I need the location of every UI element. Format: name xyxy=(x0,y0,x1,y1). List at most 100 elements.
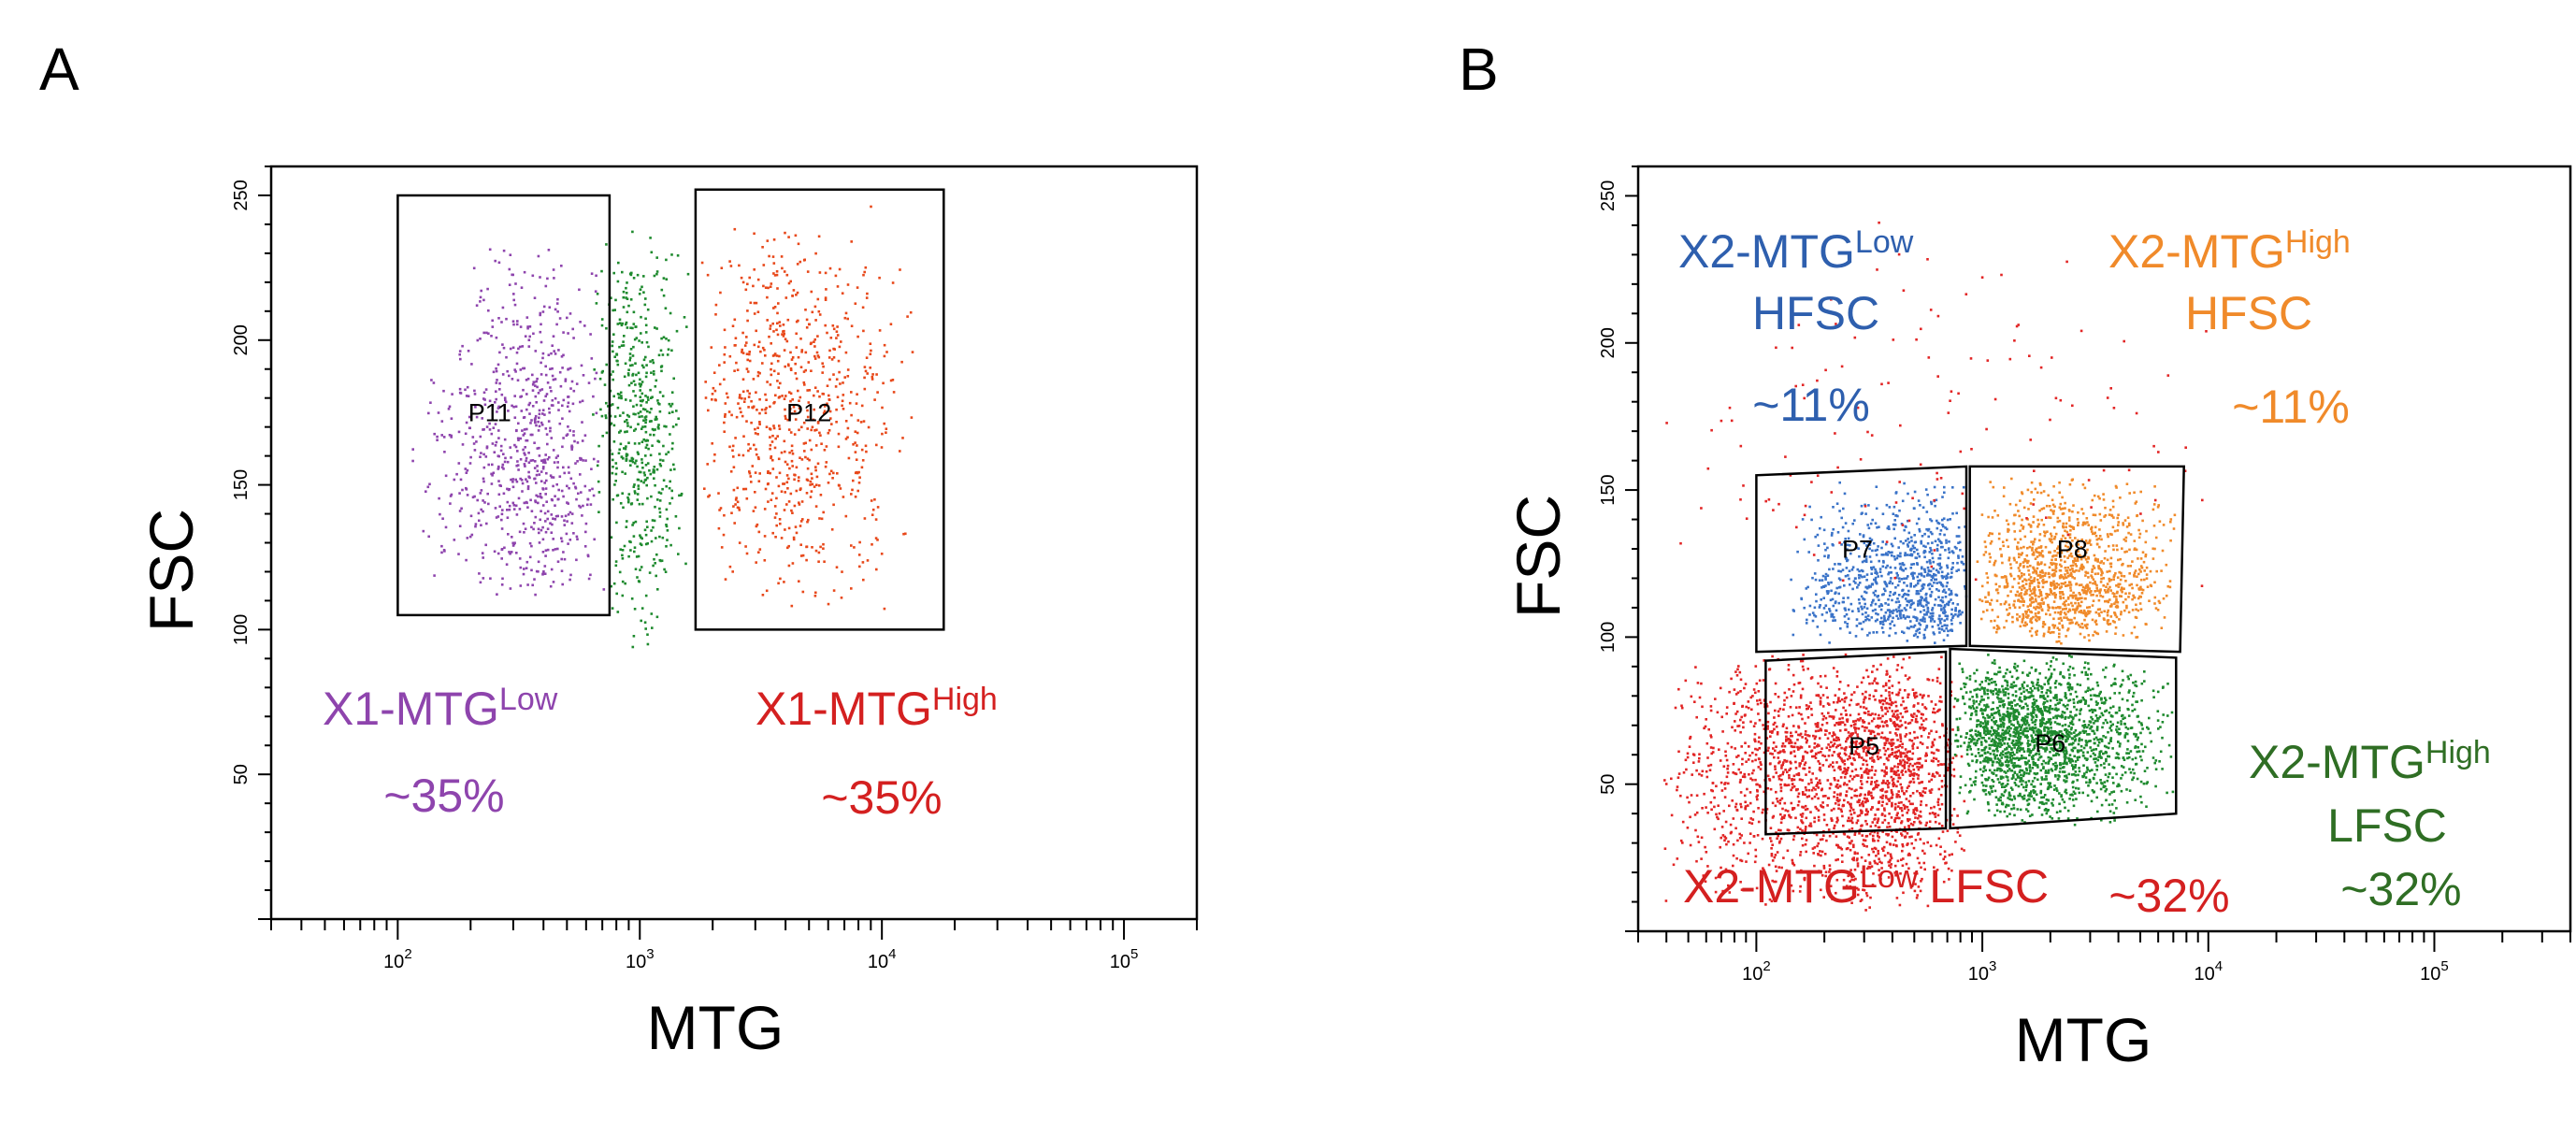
scatter-point xyxy=(625,292,628,295)
scatter-point xyxy=(2095,538,2099,541)
scatter-point xyxy=(810,448,813,452)
scatter-point xyxy=(1820,597,1822,601)
scatter-point xyxy=(2053,592,2056,595)
scatter-point xyxy=(2032,566,2035,569)
scatter-point xyxy=(581,514,583,517)
scatter-point xyxy=(1950,623,1953,626)
scatter-point xyxy=(561,445,564,449)
scatter-point xyxy=(1837,577,1841,580)
scatter-point xyxy=(1813,737,1817,741)
scatter-point xyxy=(813,485,816,488)
scatter-point xyxy=(1959,622,1962,625)
scatter-point xyxy=(1921,605,1925,608)
scatter-point xyxy=(2089,610,2092,613)
scatter-point xyxy=(2000,554,2003,558)
scatter-point xyxy=(2008,502,2012,506)
scatter-point xyxy=(1896,780,1900,783)
scatter-point xyxy=(511,273,514,277)
scatter-point xyxy=(860,448,864,452)
scatter-point xyxy=(443,451,446,453)
scatter-point xyxy=(1882,725,1885,727)
scatter-point xyxy=(736,486,740,490)
scatter-point xyxy=(1824,578,1827,581)
scatter-point xyxy=(2034,594,2036,597)
scatter-point xyxy=(1887,603,1890,606)
scatter-point xyxy=(626,419,628,422)
scatter-point xyxy=(745,420,748,423)
scatter-point xyxy=(2065,635,2067,638)
scatter-point xyxy=(1982,611,1985,613)
scatter-point xyxy=(776,380,779,382)
scatter-point xyxy=(482,466,486,469)
scatter-point xyxy=(1905,525,1907,528)
scatter-point xyxy=(654,483,656,487)
scatter-point xyxy=(1765,705,1769,708)
scatter-point xyxy=(2084,551,2088,554)
scatter-point xyxy=(2056,516,2060,520)
scatter-point xyxy=(1864,560,1868,563)
scatter-point xyxy=(519,566,523,569)
scatter-point xyxy=(1854,742,1858,746)
scatter-point xyxy=(842,381,844,384)
scatter-point xyxy=(520,410,524,412)
scatter-point xyxy=(869,342,872,345)
scatter-point xyxy=(639,384,642,388)
scatter-point xyxy=(654,505,656,509)
scatter-point xyxy=(814,505,818,508)
scatter-point xyxy=(528,555,532,559)
scatter-point xyxy=(1907,825,1910,827)
scatter-point xyxy=(1807,824,1811,827)
scatter-point xyxy=(560,515,564,518)
scatter-point xyxy=(495,369,498,373)
scatter-point xyxy=(1929,620,1933,623)
scatter-point xyxy=(627,373,630,377)
scatter-point xyxy=(1784,769,1787,771)
scatter-point xyxy=(2071,510,2074,513)
scatter-point xyxy=(1730,745,1734,749)
scatter-point xyxy=(1986,581,1989,584)
scatter-point xyxy=(1936,604,1940,607)
scatter-point xyxy=(2119,578,2123,582)
scatter-point xyxy=(586,554,590,558)
scatter-point xyxy=(2059,555,2062,558)
scatter-point xyxy=(1852,691,1856,694)
scatter-point xyxy=(2094,559,2097,562)
scatter-point xyxy=(1771,729,1774,733)
scatter-point xyxy=(1861,511,1864,514)
scatter-point xyxy=(846,375,850,378)
scatter-point xyxy=(558,370,562,374)
scatter-point xyxy=(627,368,630,371)
scatter-point xyxy=(581,399,584,403)
scatter-point xyxy=(626,496,629,499)
scatter-point xyxy=(798,503,801,506)
scatter-point xyxy=(771,531,774,535)
scatter-point xyxy=(1872,591,1876,595)
panel-a-pop-low-name: X1-MTGLow xyxy=(323,682,558,735)
scatter-point xyxy=(467,350,470,352)
scatter-point xyxy=(645,371,648,375)
scatter-point xyxy=(1823,542,1826,545)
scatter-point xyxy=(677,553,680,555)
scatter-point xyxy=(776,287,779,290)
scatter-point xyxy=(1929,611,1933,615)
scatter-point xyxy=(482,577,485,580)
scatter-point xyxy=(2053,572,2056,575)
scatter-point xyxy=(494,259,496,263)
scatter-point xyxy=(479,581,482,584)
scatter-point xyxy=(871,378,874,381)
scatter-point xyxy=(859,421,863,424)
scatter-point xyxy=(814,549,818,553)
x-tick-label: 102 xyxy=(383,946,412,972)
scatter-point xyxy=(2137,609,2140,612)
scatter-point xyxy=(1882,614,1886,618)
scatter-point xyxy=(1917,580,1920,583)
scatter-point xyxy=(870,499,873,502)
scatter-point xyxy=(2021,621,2023,624)
scatter-point xyxy=(1939,566,1943,569)
scatter-point xyxy=(2097,567,2101,570)
scatter-point xyxy=(881,432,884,436)
scatter-point xyxy=(1717,804,1720,807)
scatter-point xyxy=(1923,532,1926,536)
scatter-point xyxy=(2118,595,2122,597)
scatter-point xyxy=(1882,587,1886,591)
